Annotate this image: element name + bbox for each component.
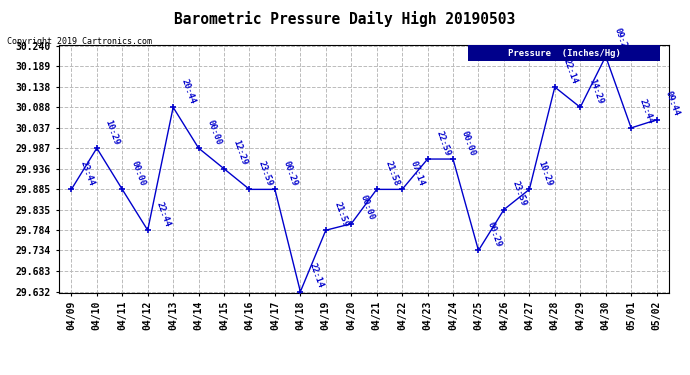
Text: 10:29: 10:29 (104, 118, 121, 146)
Text: 00:29: 00:29 (282, 159, 299, 187)
Text: 23:59: 23:59 (511, 180, 529, 207)
Text: 14:29: 14:29 (587, 77, 604, 105)
Text: 12:29: 12:29 (231, 139, 248, 166)
Text: 00:00: 00:00 (460, 129, 477, 157)
Text: Barometric Pressure Daily High 20190503: Barometric Pressure Daily High 20190503 (175, 11, 515, 27)
Text: 22:14: 22:14 (307, 262, 325, 290)
Text: 23:59: 23:59 (257, 159, 274, 187)
Text: 21:58: 21:58 (384, 159, 401, 187)
Text: Copyright 2019 Cartronics.com: Copyright 2019 Cartronics.com (7, 38, 152, 46)
Text: 21:59: 21:59 (333, 200, 351, 228)
Text: 09:44: 09:44 (664, 90, 681, 118)
Text: 10:29: 10:29 (536, 159, 554, 187)
Text: 22:14: 22:14 (562, 57, 579, 85)
Text: 00:29: 00:29 (486, 220, 503, 248)
Text: 20:44: 20:44 (180, 77, 197, 105)
Text: 22:44: 22:44 (638, 98, 655, 126)
Text: 22:59: 22:59 (435, 129, 452, 157)
Text: 09:29: 09:29 (613, 26, 630, 54)
Text: 23:44: 23:44 (79, 159, 96, 187)
Text: 07:14: 07:14 (409, 159, 426, 187)
Text: 00:00: 00:00 (129, 159, 147, 187)
Text: 00:00: 00:00 (358, 194, 375, 222)
Text: 00:00: 00:00 (206, 118, 223, 146)
Text: 22:44: 22:44 (155, 200, 172, 228)
